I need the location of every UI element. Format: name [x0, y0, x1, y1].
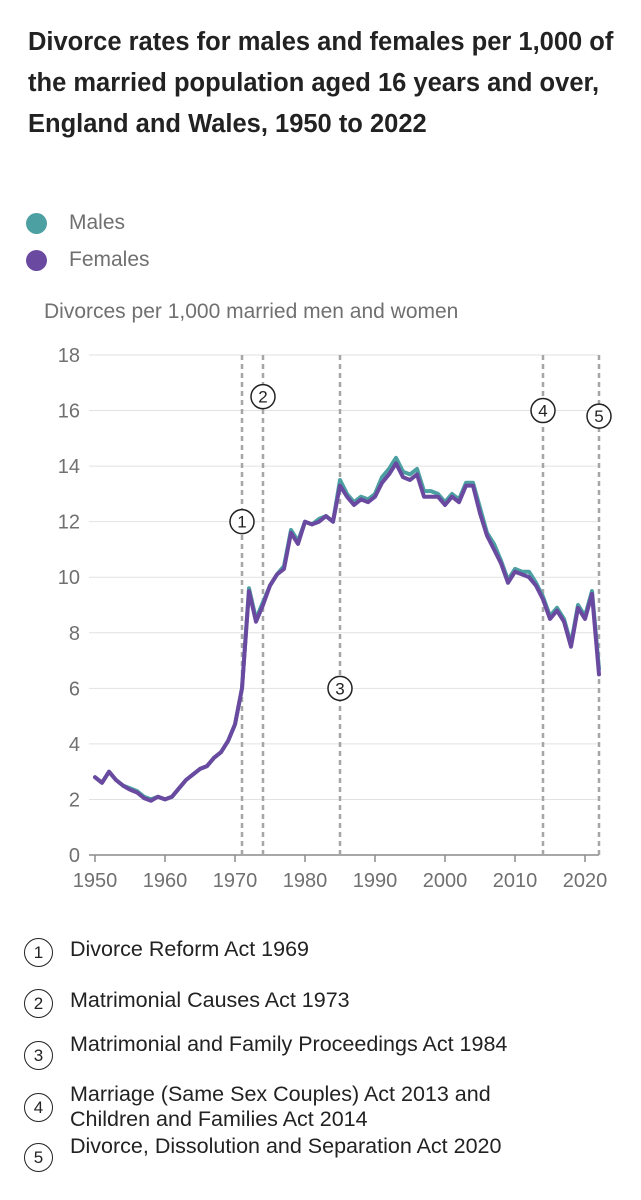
x-tick-label: 2000 [423, 870, 468, 892]
y-tick-label: 18 [58, 345, 80, 367]
annotation-label-5: 5 [594, 407, 603, 426]
x-tick-label: 1970 [213, 870, 258, 892]
x-tick-label: 1960 [143, 870, 188, 892]
footnote-text-4: Marriage (Same Sex Couples) Act 2013 and… [70, 1082, 491, 1127]
y-tick-label: 12 [58, 512, 80, 534]
footnote-marker-3: 3 [24, 1041, 53, 1070]
series-line-females [93, 461, 601, 803]
legend-label-females: Females [69, 248, 150, 271]
annotation-marker-3 [327, 675, 353, 702]
footnote-5: 5 Divorce, Dissolution and Separation Ac… [24, 1134, 624, 1178]
annotation-marker-4 [530, 397, 556, 424]
footnote-1: 1 Divorce Reform Act 1969 [24, 937, 624, 967]
annotation-label-1: 1 [237, 513, 246, 532]
footnote-2: 2 Matrimonial Causes Act 1973 [24, 988, 624, 1018]
chart-title: Divorce rates for males and females per … [28, 28, 614, 138]
y-tick-label: 10 [58, 567, 80, 589]
x-tick-label: 1990 [353, 870, 398, 892]
footnote-text-2: Matrimonial Causes Act 1973 [70, 988, 350, 1012]
y-tick-label: 2 [69, 789, 80, 811]
annotation-marker-1 [229, 508, 255, 535]
y-tick-label: 16 [58, 401, 80, 423]
y-axis-title: Divorces per 1,000 married men and women [44, 300, 458, 323]
footnote-marker-2: 2 [24, 989, 53, 1018]
series-line-males [93, 455, 601, 802]
legend-swatch-males-icon [26, 212, 47, 234]
x-tick-label: 1980 [283, 870, 328, 892]
x-tick-label: 2020 [563, 870, 608, 892]
legend-item-females[interactable]: Females [26, 245, 150, 275]
x-tick-label: 2010 [493, 870, 538, 892]
footnote-3: 3 Matrimonial and Family Proceedings Act… [24, 1032, 624, 1074]
footnote-text-1: Divorce Reform Act 1969 [70, 937, 309, 961]
annotation-marker-5 [586, 403, 612, 429]
legend-swatch-females-icon [26, 249, 47, 271]
footnote-marker-5: 5 [24, 1143, 53, 1172]
footnote-marker-4: 4 [24, 1093, 53, 1122]
y-tick-label: 6 [69, 678, 80, 700]
chart-area: Divorces per 1,000 married men and women… [44, 300, 612, 892]
annotation-marker-2 [250, 383, 276, 410]
y-tick-label: 14 [58, 456, 80, 478]
x-tick-label: 1950 [73, 870, 118, 892]
annotation-label-3: 3 [335, 679, 344, 698]
legend-item-males[interactable]: Males [26, 208, 125, 238]
y-tick-label: 4 [69, 734, 80, 756]
footnote-4: 4 Marriage (Same Sex Couples) Act 2013 a… [24, 1082, 624, 1127]
footnote-marker-1: 1 [24, 938, 53, 967]
y-tick-label: 0 [69, 845, 80, 867]
footnote-text-5: Divorce, Dissolution and Separation Act … [70, 1134, 502, 1158]
footnote-text-3: Matrimonial and Family Proceedings Act 1… [70, 1032, 508, 1056]
legend-label-males: Males [69, 211, 126, 234]
annotation-label-4: 4 [538, 402, 547, 421]
y-tick-label: 8 [69, 623, 80, 645]
annotation-label-2: 2 [258, 388, 267, 407]
